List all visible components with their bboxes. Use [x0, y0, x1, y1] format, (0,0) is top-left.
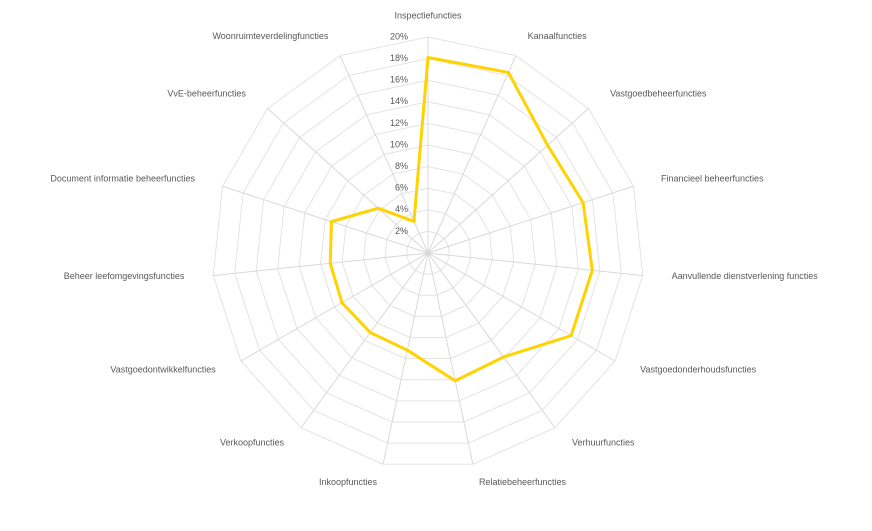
category-label: Financieel beheerfuncties — [661, 173, 764, 183]
category-label: Vastgoedonderhoudsfuncties — [640, 364, 756, 374]
category-label: Kanaalfuncties — [528, 31, 588, 41]
category-label: Vastgoedontwikkelfuncties — [110, 364, 216, 374]
spoke — [213, 252, 429, 277]
spoke — [427, 252, 556, 429]
category-label: Aanvullende dienstverlening functies — [672, 271, 819, 281]
spoke — [427, 55, 517, 254]
grid-ring — [277, 101, 579, 402]
r-tick-label: 4% — [395, 204, 408, 214]
r-tick-label: 20% — [390, 31, 408, 41]
spoke — [222, 185, 429, 254]
grid-ring — [406, 230, 450, 275]
spoke — [427, 252, 474, 465]
category-label: VvE-beheerfuncties — [167, 88, 246, 98]
grid-ring — [384, 209, 472, 296]
r-tick-label: 10% — [390, 139, 408, 149]
spoke — [300, 252, 429, 429]
grid-ring — [363, 187, 493, 317]
data-line — [328, 56, 594, 383]
r-tick-label: 16% — [390, 75, 408, 85]
category-label: Inspectiefuncties — [394, 10, 462, 20]
spoke — [382, 252, 429, 465]
spoke — [427, 185, 634, 254]
r-tick-label: 18% — [390, 53, 408, 63]
r-tick-label: 8% — [395, 161, 408, 171]
category-label: Beheer leefomgevingsfuncties — [64, 271, 185, 281]
grid-ring — [341, 166, 515, 339]
grid-ring — [298, 122, 558, 381]
spoke — [267, 108, 429, 254]
category-label: Woonruimteverdelingfuncties — [212, 31, 328, 41]
spoke — [427, 108, 589, 254]
category-label: Inkoopfuncties — [319, 477, 378, 487]
spoke — [427, 252, 643, 277]
r-tick-label: 14% — [390, 96, 408, 106]
category-label: Document informatie beheerfuncties — [50, 173, 195, 183]
category-label: Verhuurfuncties — [572, 437, 635, 447]
category-label: Vastgoedbeheerfuncties — [610, 88, 707, 98]
grid-ring — [320, 144, 536, 360]
spoke — [240, 252, 429, 362]
grid-ring — [255, 79, 601, 423]
grid-ring — [212, 36, 644, 465]
r-tick-label: 6% — [395, 183, 408, 193]
r-tick-label: 2% — [395, 226, 408, 236]
spoke — [339, 55, 429, 254]
spoke — [427, 252, 616, 362]
category-label: Verkoopfuncties — [220, 437, 285, 447]
grid-ring — [234, 58, 622, 444]
r-tick-label: 12% — [390, 118, 408, 128]
category-label: Relatiebeheerfuncties — [479, 477, 567, 487]
